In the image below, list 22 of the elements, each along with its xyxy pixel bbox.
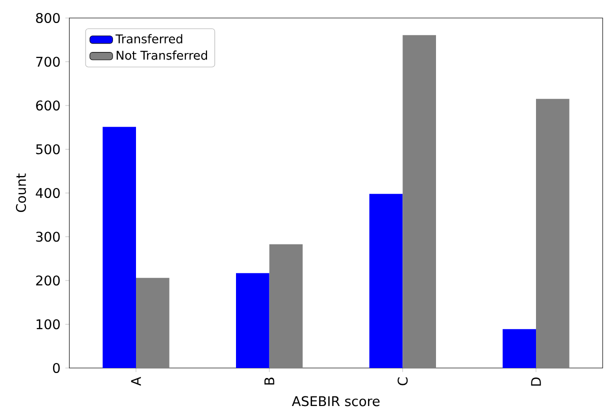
y-tick-label: 800 (36, 12, 60, 24)
x-tick-label: C (398, 377, 408, 386)
y-axis-title: Count (16, 174, 26, 212)
bar (369, 194, 403, 368)
bar (236, 273, 270, 368)
bar (502, 329, 536, 368)
legend-label: Transferred (116, 34, 182, 44)
x-tick-label: D (531, 377, 541, 386)
y-tick-label: 100 (36, 319, 60, 330)
y-tick-label: 0 (53, 362, 60, 374)
x-tick-label: B (264, 378, 274, 385)
bar (102, 126, 136, 368)
x-axis-title: ASEBIR score (292, 396, 380, 406)
bar (269, 244, 303, 368)
y-tick-label: 700 (36, 56, 60, 67)
y-tick-label: 500 (36, 144, 60, 154)
y-tick-label: 400 (36, 188, 60, 198)
y-tick-label: 300 (36, 232, 60, 242)
legend-label: Not Transferred (116, 50, 208, 60)
x-tick-label: A (131, 376, 141, 386)
y-tick-label: 200 (36, 275, 60, 286)
y-tick-label: 600 (36, 100, 60, 111)
